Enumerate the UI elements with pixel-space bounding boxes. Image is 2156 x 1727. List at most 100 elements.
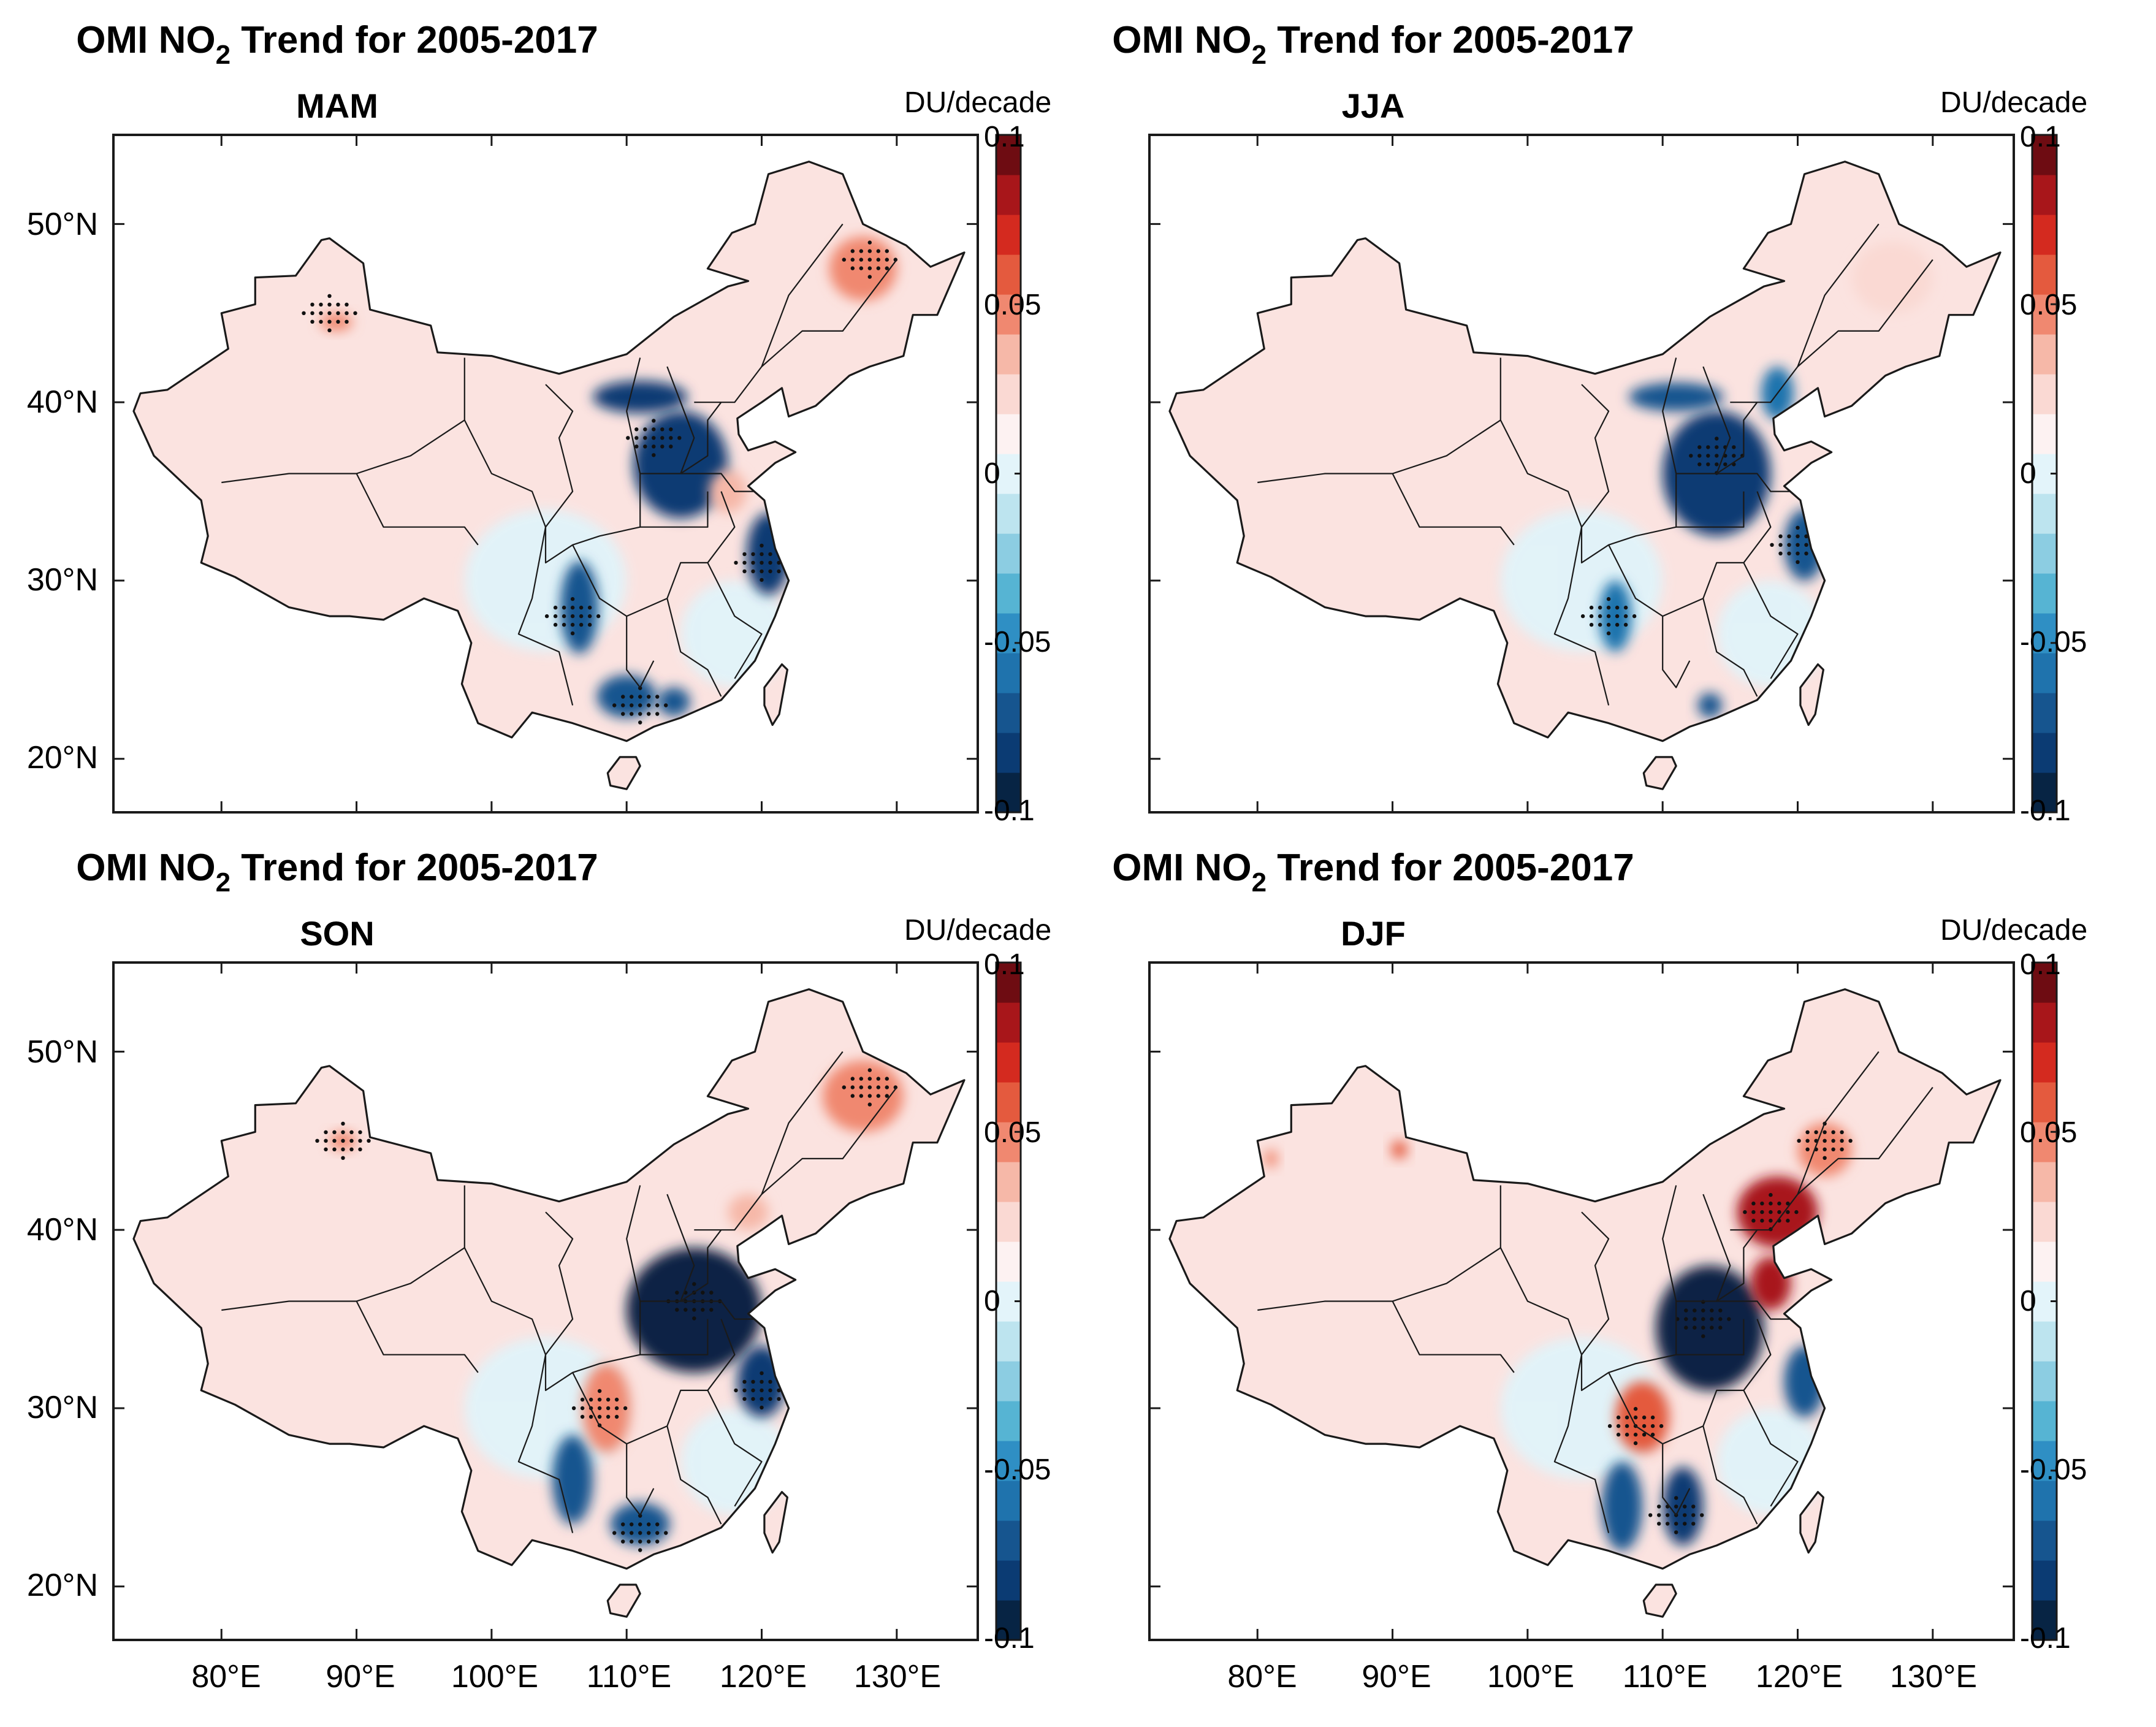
province-boundary <box>221 357 465 484</box>
significance-dot <box>1691 1522 1696 1526</box>
significance-dot <box>760 578 764 582</box>
significance-dot <box>751 1379 755 1384</box>
significance-dot <box>1805 1130 1810 1134</box>
significance-dot <box>742 560 747 565</box>
significance-dot <box>1796 543 1800 547</box>
significance-dot <box>885 1094 889 1098</box>
significance-dot <box>358 1147 362 1151</box>
significance-dot <box>1794 1210 1799 1214</box>
colorbar-segment <box>996 1481 1021 1521</box>
province-boundary <box>1257 1185 1501 1311</box>
province-boundary <box>1743 562 1799 679</box>
colorbar-segment <box>2032 494 2057 534</box>
significance-dot <box>655 1522 660 1527</box>
significance-dot <box>1691 1504 1696 1509</box>
significance-dot <box>660 444 665 449</box>
season-title: JJA <box>1341 86 1405 125</box>
significance-dot <box>1787 543 1791 547</box>
significance-dot <box>1616 1415 1621 1420</box>
colorbar-segment <box>996 573 1021 614</box>
significance-dot <box>669 444 673 449</box>
panel-title: OMI NO2 Trend for 2005-2017 <box>1112 19 1634 70</box>
colorbar-segment <box>996 613 1021 654</box>
significance-dot <box>580 1414 585 1419</box>
significance-dot <box>876 1085 881 1089</box>
significance-dot <box>327 311 332 315</box>
map-frame <box>112 134 979 814</box>
significance-dot <box>1786 1218 1790 1223</box>
significance-dot <box>1607 1424 1612 1428</box>
significance-dot <box>1674 1530 1678 1534</box>
significance-dot <box>1840 1130 1844 1134</box>
significance-dot <box>621 1522 625 1527</box>
significance-dot <box>1701 1317 1705 1321</box>
colorbar-segment <box>2032 693 2057 733</box>
significance-dot <box>677 436 682 440</box>
significance-dot <box>885 266 889 270</box>
significance-dot <box>675 1308 679 1312</box>
colorbar-tick: -0.1 <box>2020 795 2071 827</box>
significance-dot <box>319 319 323 324</box>
province-boundary <box>640 366 695 475</box>
significance-dot <box>587 614 592 619</box>
significance-dot <box>626 436 630 440</box>
significance-dot <box>606 1414 611 1419</box>
province-boundary <box>666 1425 722 1525</box>
significance-dot <box>1684 1317 1688 1321</box>
significance-dot <box>1616 1424 1621 1428</box>
trend-blob <box>1264 1149 1278 1168</box>
map-svg <box>1148 961 2058 1641</box>
significance-dot <box>867 1094 872 1098</box>
significance-dot <box>638 703 642 707</box>
trend-blob <box>1629 383 1724 411</box>
significance-dot <box>1760 1218 1764 1223</box>
island-outline <box>1799 1490 1825 1554</box>
colorbar-tick: 0.05 <box>2020 289 2078 321</box>
significance-dot <box>597 1397 602 1402</box>
significance-dot <box>1683 1513 1687 1517</box>
significance-dot <box>850 1077 855 1081</box>
significance-dot <box>652 419 656 423</box>
significance-dot <box>643 436 647 440</box>
colorbar-tick: 0.1 <box>2020 121 2061 153</box>
significance-dot <box>867 257 872 262</box>
significance-dot <box>327 328 332 332</box>
province-boundary <box>356 1301 479 1373</box>
significance-dot <box>885 249 889 253</box>
colorbar-unit: DU/decade <box>904 86 1052 119</box>
significance-dot <box>612 703 617 707</box>
significance-dot <box>1710 1317 1714 1321</box>
lat-label: 40°N <box>26 1212 98 1248</box>
colorbar-tick: 0 <box>984 1285 1000 1317</box>
significance-dot <box>1701 1334 1705 1338</box>
province-boundary <box>1730 1086 1933 1231</box>
significance-dot <box>345 302 349 307</box>
province-boundary <box>666 598 722 697</box>
colorbar-segment <box>996 254 1021 295</box>
significance-dot <box>1625 1432 1629 1437</box>
significance-dot <box>1623 614 1628 619</box>
significance-dot <box>647 703 651 707</box>
significance-dot <box>614 1406 619 1411</box>
significance-dot <box>1715 462 1719 467</box>
colorbar-segment <box>2032 1401 2057 1441</box>
significance-dot <box>1589 605 1594 610</box>
colorbar-tick: -0.1 <box>2020 1622 2071 1655</box>
significance-dot <box>850 266 855 270</box>
significance-dot <box>1697 462 1702 467</box>
province-boundary <box>545 1211 574 1355</box>
significance-dot <box>327 302 332 307</box>
significance-dot <box>655 1539 660 1544</box>
panel-title: OMI NO2 Trend for 2005-2017 <box>76 19 598 70</box>
colorbar-segment <box>2032 175 2057 215</box>
significance-dot <box>1760 1201 1764 1206</box>
province-boundary <box>626 491 736 617</box>
significance-dot <box>643 444 647 449</box>
significance-dot <box>675 1290 679 1295</box>
significance-dot <box>1769 1210 1773 1214</box>
colorbar-segment <box>2032 1042 2057 1083</box>
significance-dot <box>859 1077 864 1081</box>
colorbar-tick: -0.05 <box>984 1454 1051 1486</box>
map-svg <box>1148 134 2058 814</box>
colorbar-segment <box>2032 1481 2057 1521</box>
